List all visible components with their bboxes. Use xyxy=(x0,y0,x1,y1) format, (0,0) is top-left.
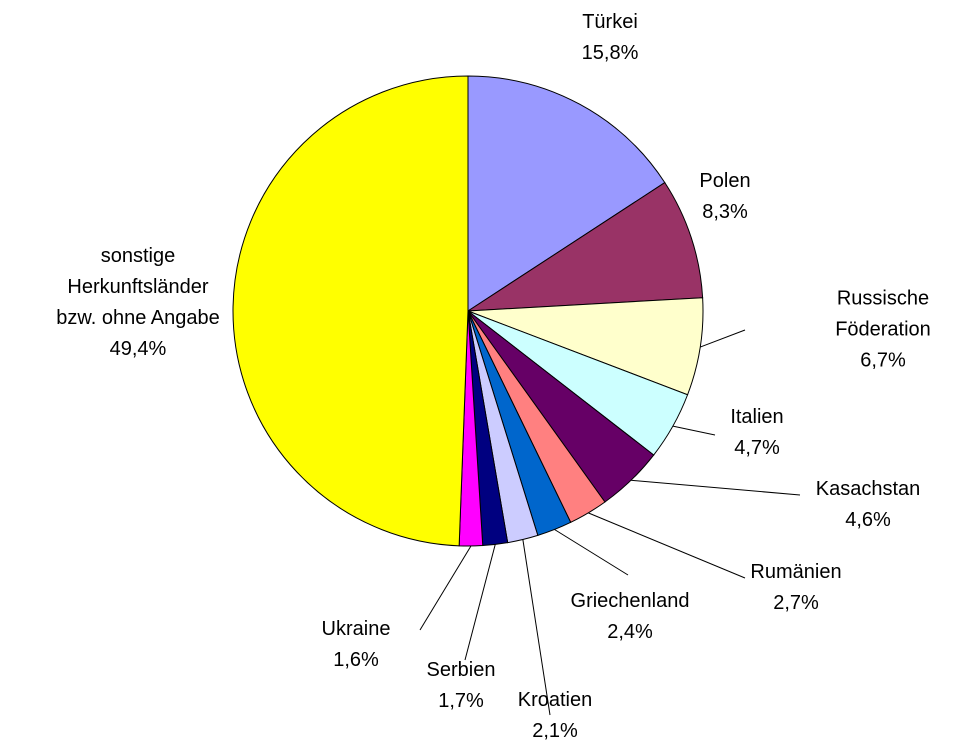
slice-label: Polen 8,3% xyxy=(699,166,750,228)
value-label: 4,7% xyxy=(734,437,780,459)
pie-slice xyxy=(467,75,666,312)
category-label: Serbien xyxy=(426,659,496,681)
value-label: 1,7% xyxy=(438,690,484,712)
leader-line xyxy=(672,425,716,436)
pie-slice xyxy=(466,181,704,312)
slice-label: Russische Föderation 6,7% xyxy=(835,284,931,377)
value-label: 6,7% xyxy=(860,349,906,372)
value-label: 15,8% xyxy=(581,42,639,64)
slice-label: Kroatien 2,1% xyxy=(518,685,593,746)
leader-line xyxy=(588,512,746,579)
value-label: 4,6% xyxy=(845,509,891,531)
value-label: 49,4% xyxy=(109,338,167,360)
leader-line xyxy=(419,545,472,631)
slice-label: Türkei 15,8% xyxy=(582,7,639,69)
leader-line xyxy=(630,479,801,496)
category-label: Russische Föderation xyxy=(835,287,931,341)
category-label: sonstige Herkunftsländer bzw. ohne Angab… xyxy=(56,245,220,329)
leader-line xyxy=(554,529,629,576)
value-label: 2,7% xyxy=(773,592,819,614)
slice-label: Italien 4,7% xyxy=(730,402,783,464)
value-label: 8,3% xyxy=(702,201,748,223)
slice-label: Ukraine 1,6% xyxy=(322,614,391,676)
category-label: Ukraine xyxy=(321,618,391,640)
value-label: 1,6% xyxy=(333,649,379,671)
value-label: 2,4% xyxy=(607,621,653,643)
value-label: 2,1% xyxy=(532,720,578,742)
category-label: Kasachstan xyxy=(815,478,921,500)
leader-line xyxy=(522,539,551,716)
slice-label: Griechenland 2,4% xyxy=(571,586,690,648)
category-label: Rumänien xyxy=(750,561,842,583)
leader-line xyxy=(700,329,746,348)
slice-label: Kasachstan 4,6% xyxy=(816,474,921,536)
category-label: Italien xyxy=(730,406,784,428)
slice-label: sonstige Herkunftsländer bzw. ohne Angab… xyxy=(56,241,219,365)
category-label: Türkei xyxy=(582,11,638,33)
category-label: Polen xyxy=(699,170,751,192)
slice-label: Serbien 1,7% xyxy=(427,655,496,717)
pie-slice xyxy=(232,75,469,547)
leader-line xyxy=(464,544,496,661)
category-label: Kroatien xyxy=(517,689,593,711)
category-label: Griechenland xyxy=(570,590,690,612)
slice-label: Rumänien 2,7% xyxy=(750,557,841,619)
